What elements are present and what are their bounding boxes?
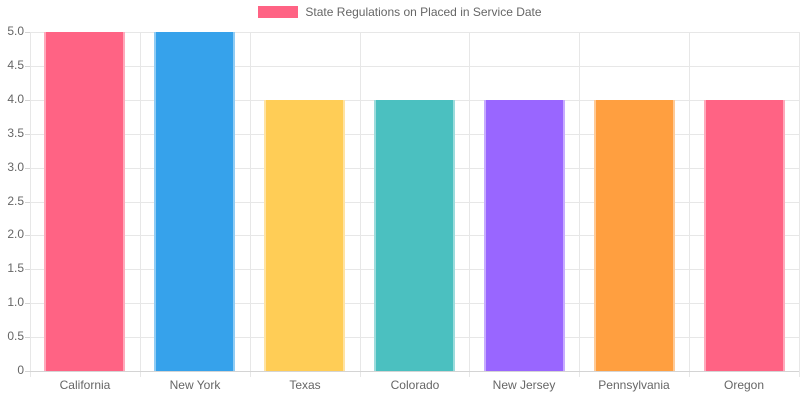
y-axis-tick (25, 32, 30, 33)
grid-line-y (30, 66, 799, 67)
bar-new-york[interactable] (154, 32, 235, 371)
y-axis-tick (25, 100, 30, 101)
grid-line-x (360, 32, 361, 377)
grid-line-y (30, 32, 799, 33)
y-axis-tick-label: 4.5 (7, 58, 24, 72)
bar-colorado[interactable] (374, 100, 455, 371)
grid-line-x (469, 32, 470, 377)
y-axis-tick (25, 371, 30, 372)
y-axis-tick-label: 2.5 (7, 194, 24, 208)
y-axis-tick (25, 337, 30, 338)
y-axis-tick-label: 4.0 (7, 92, 24, 106)
x-axis-category-label: Oregon (723, 378, 765, 392)
x-axis-category-label: Colorado (390, 378, 440, 392)
y-axis-tick (25, 168, 30, 169)
y-axis-tick (25, 303, 30, 304)
x-axis-category-label: Texas (289, 378, 321, 392)
y-axis-tick-label: 3.5 (7, 126, 24, 140)
y-axis-tick-label: 2.0 (7, 227, 24, 241)
grid-line-x (250, 32, 251, 377)
x-axis-category-label: New York (169, 378, 221, 392)
y-axis-tick-label: 5.0 (7, 24, 24, 38)
grid-line-x (30, 32, 31, 377)
y-axis-tick (25, 66, 30, 67)
bar-texas[interactable] (264, 100, 345, 371)
legend-swatch (258, 6, 299, 18)
chart-legend[interactable]: State Regulations on Placed in Service D… (0, 6, 800, 18)
y-axis-tick-label: 1.5 (7, 261, 24, 275)
x-axis-category-label: New Jersey (492, 378, 556, 392)
y-axis-tick-label: 0 (17, 363, 24, 377)
grid-line-x (140, 32, 141, 377)
y-axis-tick-label: 3.0 (7, 160, 24, 174)
y-axis-tick-label: 0.5 (7, 329, 24, 343)
x-axis-category-label: Pennsylvania (598, 378, 670, 392)
grid-line-x (689, 32, 690, 377)
y-axis-tick (25, 202, 30, 203)
bar-oregon[interactable] (704, 100, 785, 371)
grid-line-y (30, 371, 799, 372)
bar-new-jersey[interactable] (484, 100, 565, 371)
y-axis-tick (25, 134, 30, 135)
legend-label: State Regulations on Placed in Service D… (305, 5, 542, 19)
y-axis-tick-label: 1.0 (7, 295, 24, 309)
bar-california[interactable] (44, 32, 125, 371)
y-axis-tick (25, 235, 30, 236)
y-axis-tick (25, 269, 30, 270)
x-axis-category-label: California (59, 378, 111, 392)
bar-pennsylvania[interactable] (594, 100, 675, 371)
grid-line-x (579, 32, 580, 377)
